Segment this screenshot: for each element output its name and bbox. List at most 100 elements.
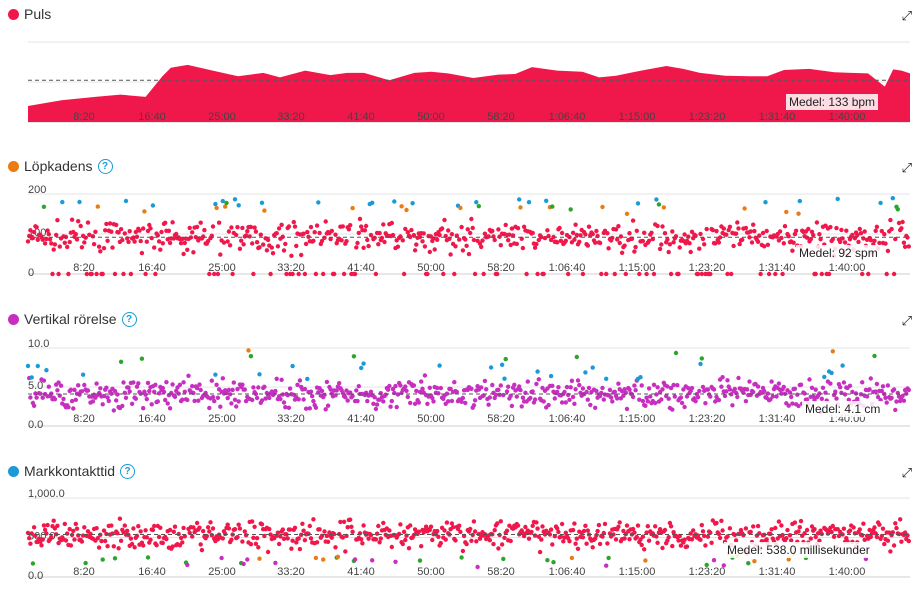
data-point xyxy=(96,244,102,249)
data-point xyxy=(731,243,736,249)
data-point xyxy=(703,543,708,548)
data-point xyxy=(569,555,575,561)
data-point xyxy=(621,393,626,398)
data-point xyxy=(322,235,327,240)
data-point xyxy=(115,392,120,397)
x-tick-label: 8:20 xyxy=(73,413,94,425)
data-point xyxy=(419,379,424,384)
data-point xyxy=(425,271,430,277)
expand-icon[interactable]: ⤢ xyxy=(901,160,912,175)
data-point xyxy=(671,240,676,245)
data-point xyxy=(452,380,457,385)
data-point xyxy=(161,389,167,395)
data-point xyxy=(223,204,228,209)
data-point xyxy=(187,225,192,231)
data-point xyxy=(311,398,316,404)
data-point xyxy=(655,540,660,545)
data-point xyxy=(498,243,503,248)
expand-icon[interactable]: ⤢ xyxy=(901,313,912,328)
data-point xyxy=(884,400,889,405)
data-point xyxy=(719,384,724,389)
data-point xyxy=(152,523,157,529)
data-point xyxy=(667,242,673,247)
data-point xyxy=(276,541,282,547)
data-point xyxy=(427,249,432,255)
data-point xyxy=(374,402,380,407)
data-point xyxy=(502,376,507,381)
data-point xyxy=(109,523,114,528)
data-point xyxy=(40,395,45,400)
data-point xyxy=(281,248,287,253)
data-point xyxy=(80,372,86,377)
y-tick-label: 0.0 xyxy=(28,419,43,431)
data-point xyxy=(570,230,576,235)
data-point xyxy=(213,372,218,377)
x-tick-label: 33:20 xyxy=(277,262,305,274)
data-point xyxy=(66,271,71,277)
data-point xyxy=(107,221,113,226)
data-point xyxy=(524,271,529,277)
data-point xyxy=(73,232,79,237)
data-point xyxy=(49,241,54,246)
data-point xyxy=(495,521,500,526)
data-point xyxy=(885,538,891,543)
data-point xyxy=(226,229,232,234)
data-point xyxy=(388,404,393,409)
data-point xyxy=(250,397,255,403)
data-point xyxy=(216,220,222,225)
data-point xyxy=(868,238,873,243)
data-point xyxy=(624,211,630,216)
help-icon[interactable]: ? xyxy=(97,158,113,174)
data-point xyxy=(563,400,568,405)
data-point xyxy=(308,224,314,230)
data-point xyxy=(185,397,190,403)
data-point xyxy=(673,350,679,356)
data-point xyxy=(235,386,240,392)
data-point xyxy=(245,557,250,562)
expand-icon[interactable]: ⤢ xyxy=(901,8,912,23)
data-point xyxy=(578,233,583,238)
data-point xyxy=(891,387,897,392)
help-icon[interactable]: ? xyxy=(121,311,137,327)
data-point xyxy=(573,222,578,227)
data-point xyxy=(619,250,625,255)
data-point xyxy=(123,395,129,400)
data-point xyxy=(515,523,521,528)
data-point xyxy=(371,401,376,406)
data-point xyxy=(104,531,109,537)
data-point xyxy=(191,390,196,396)
data-point xyxy=(103,538,108,544)
data-point xyxy=(765,391,771,396)
data-point xyxy=(69,532,75,538)
data-point xyxy=(561,539,566,544)
data-point xyxy=(894,525,899,531)
data-point xyxy=(862,537,867,542)
data-point xyxy=(174,231,179,237)
data-point xyxy=(71,406,76,411)
data-point xyxy=(891,543,897,548)
data-point xyxy=(738,527,744,533)
data-point xyxy=(393,383,398,389)
data-point xyxy=(906,538,911,544)
data-point xyxy=(834,396,839,401)
data-point xyxy=(404,388,409,393)
data-point xyxy=(811,232,816,238)
data-point xyxy=(356,384,361,389)
data-point xyxy=(486,234,491,239)
data-point xyxy=(82,382,87,388)
data-point xyxy=(874,224,880,229)
data-point xyxy=(210,224,216,229)
data-point xyxy=(526,536,532,541)
help-icon[interactable]: ? xyxy=(120,463,136,479)
data-point xyxy=(193,235,198,240)
data-point xyxy=(201,234,206,239)
data-point xyxy=(165,401,170,406)
data-point xyxy=(182,534,187,539)
data-point xyxy=(710,518,715,523)
data-point xyxy=(559,230,565,236)
data-point xyxy=(263,396,268,401)
data-point xyxy=(789,394,794,400)
data-point xyxy=(697,246,702,251)
data-point xyxy=(322,529,327,534)
expand-icon[interactable]: ⤢ xyxy=(901,465,912,480)
